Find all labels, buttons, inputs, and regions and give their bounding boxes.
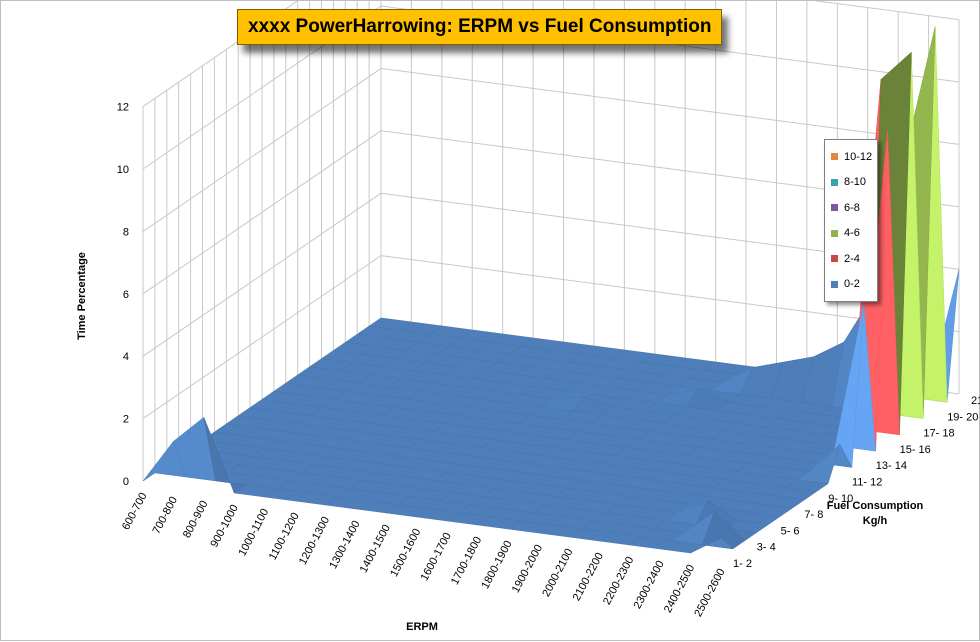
x-tick-label: 800-900 — [181, 499, 211, 540]
x-tick-label: 1400-1500 — [358, 523, 393, 575]
z-tick-label: 10 — [117, 164, 129, 176]
x-tick-label: 900-1000 — [208, 503, 240, 550]
y-tick-label: 11- 12 — [852, 477, 882, 489]
legend-item: 8-10 — [825, 170, 877, 196]
y-tick-label: 17- 18 — [923, 428, 954, 440]
y-tick-label: 21- 22 — [971, 395, 980, 407]
z-tick-label: 6 — [123, 289, 129, 301]
surface-layer — [142, 26, 960, 554]
x-tick-label: 1200-1300 — [297, 515, 332, 567]
x-tick-label: 600-700 — [120, 491, 150, 532]
legend-label: 10-12 — [844, 150, 873, 163]
legend-swatch — [831, 204, 838, 212]
legend-label: 6-8 — [844, 201, 860, 214]
legend-swatch — [831, 178, 838, 186]
x-tick-label: 1300-1400 — [327, 519, 362, 571]
legend-item: 10-12 — [825, 144, 877, 170]
y-axis-title-unit: Kg/h — [863, 515, 888, 527]
surface-cell — [690, 537, 734, 554]
legend-label: 0-2 — [844, 278, 860, 291]
chart-title: xxxx PowerHarrowing: ERPM vs Fuel Consum… — [237, 9, 723, 45]
x-tick-label: 2400-2500 — [662, 563, 697, 615]
x-tick-label: 2500-2600 — [692, 567, 727, 619]
z-tick-label: 2 — [123, 414, 129, 426]
z-tick-label: 4 — [123, 351, 129, 363]
legend-item: 0-2 — [825, 272, 877, 298]
x-tick-label: 2300-2400 — [632, 559, 667, 611]
y-tick-label: 9- 10 — [828, 493, 853, 505]
x-tick-label: 1900-2000 — [510, 543, 545, 595]
x-tick-label: 1100-1200 — [267, 511, 302, 562]
legend-item: 4-6 — [825, 221, 877, 247]
legend-swatch — [831, 229, 838, 237]
z-tick-label: 8 — [123, 226, 129, 238]
z-tick-label: 12 — [117, 102, 129, 114]
y-tick-label: 5- 6 — [781, 525, 800, 537]
legend-swatch — [831, 153, 838, 161]
x-tick-label: 2100-2200 — [571, 551, 606, 603]
legend-label: 2-4 — [844, 252, 860, 265]
legend-label: 4-6 — [844, 227, 860, 240]
y-tick-label: 1- 2 — [733, 558, 752, 570]
legend-item: 6-8 — [825, 195, 877, 221]
x-tick-label: 1500-1600 — [388, 527, 423, 579]
y-axis-title: Fuel Consumption — [827, 500, 924, 512]
legend: 10-12 8-10 6-8 4-6 2-4 0-2 — [824, 139, 878, 302]
y-tick-label: 3- 4 — [757, 542, 776, 554]
x-tick-label: 1000-1100 — [236, 507, 271, 558]
x-axis-title: ERPM — [406, 621, 438, 633]
y-tick-label: 19- 20 — [947, 411, 978, 423]
legend-label: 8-10 — [844, 176, 867, 189]
x-tick-label: 2000-2100 — [540, 547, 575, 599]
y-tick-label: 7- 8 — [804, 509, 823, 521]
grid-line — [142, 1, 960, 108]
x-tick-label: 1800-1900 — [479, 539, 514, 591]
x-tick-label: 1600-1700 — [419, 531, 454, 583]
legend-item: 2-4 — [825, 246, 877, 272]
z-tick-label: 0 — [123, 476, 129, 488]
x-tick-label: 700-800 — [151, 495, 181, 536]
z-axis-title: Time Percentage — [76, 252, 88, 340]
x-tick-label: 2200-2300 — [601, 555, 636, 607]
grid-layer — [142, 1, 960, 482]
y-tick-label: 13- 14 — [876, 460, 907, 472]
x-tick-label: 1700-1800 — [449, 535, 484, 587]
y-tick-label: 15- 16 — [900, 444, 931, 456]
legend-swatch — [831, 280, 838, 288]
legend-swatch — [831, 255, 838, 263]
